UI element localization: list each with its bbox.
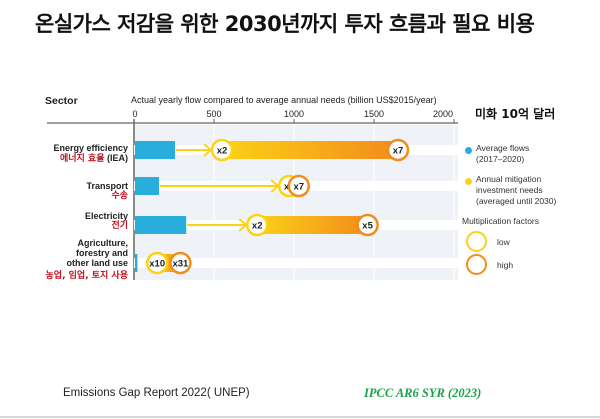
low-factor-ring (245, 213, 269, 237)
row-label-electricity: Electricity 전기 (85, 211, 128, 231)
row-label-suffix: (IEA) (107, 153, 128, 163)
low-factor-ring (210, 138, 234, 162)
x-tick-label: 0 (132, 109, 137, 119)
row-label-en-line: forestry and (75, 248, 128, 258)
high-factor-ring (356, 213, 379, 237)
x-tick-label: 1000 (284, 109, 304, 119)
chart-row: x2 x7 (134, 138, 458, 162)
flow-bar (135, 254, 138, 272)
low-factor-label: x2 (252, 221, 263, 232)
flow-bar (135, 141, 175, 159)
legend-flows-dot (465, 147, 472, 154)
need-bar (222, 141, 398, 159)
need-bar (257, 216, 368, 234)
sector-header: Sector (45, 95, 78, 107)
row-label-kr: 전기 (111, 221, 128, 231)
legend-flows-line: Average flows (476, 143, 530, 153)
row-label-kr: 수송 (111, 191, 128, 201)
x-tick-label: 1500 (364, 109, 384, 119)
row-label-en: Transport (86, 181, 128, 191)
row-label-en-line: Agriculture, (77, 238, 128, 248)
high-factor-ring (386, 138, 410, 162)
high-factor-label: x5 (362, 221, 373, 232)
legend-needs: Annual mitigation investment needs (aver… (476, 174, 556, 207)
legend-needs-line: Annual mitigation (476, 174, 542, 184)
legend-flows-line: (2017–2020) (476, 154, 525, 164)
legend-needs-line: investment needs (476, 185, 543, 195)
legend-high-label: high (497, 260, 514, 270)
row-label-kr: 농업, 임업, 토지 사용 (45, 271, 128, 281)
row-label-kr: 에너지 효율 (59, 154, 105, 164)
row-label-transport: Transport 수송 (86, 181, 128, 201)
row-label-agriculture: Agriculture, forestry and other land use… (46, 238, 128, 281)
row-track (134, 258, 458, 268)
legend-high-ring-icon (466, 254, 487, 275)
legend-factors-title: Multiplication factors (462, 216, 540, 226)
chart-row: x2 x5 (134, 213, 458, 237)
unit-label-korean: 미화 10억 달러 (475, 107, 556, 121)
row-label-energy-efficiency: Energy efficiency 에너지 효율 (IEA) (53, 143, 128, 164)
x-tick-label: 500 (206, 109, 221, 119)
row-label-en: Electricity (84, 211, 128, 221)
low-factor-label: x10 (149, 259, 165, 270)
x-tick-label: 2000 (433, 109, 453, 119)
source-right: IPCC AR6 SYR (2023) (364, 386, 482, 400)
chart-row: x10 x31 (134, 251, 458, 275)
high-factor-label: x7 (393, 146, 404, 157)
legend-needs-dot (465, 178, 472, 185)
legend-low-label: low (497, 237, 510, 247)
source-left: Emissions Gap Report 2022( UNEP) (63, 387, 250, 399)
legend-low-ring-icon (466, 231, 487, 252)
page-title: 온실가스 저감을 위한 2030년까지 투자 흐름과 필요 비용 (35, 12, 535, 36)
bottom-divider (0, 416, 600, 418)
high-factor-label: x7 (294, 182, 305, 193)
flow-bar (135, 177, 159, 195)
low-factor-label: x2 (217, 146, 228, 157)
row-label-en-line: other land use (66, 258, 128, 268)
flow-bar (135, 216, 187, 234)
legend-flows: Average flows (2017–2020) (476, 143, 529, 165)
high-factor-ring (287, 174, 311, 198)
row-label-en: Energy efficiency (53, 143, 128, 153)
low-factor-ring (145, 251, 169, 275)
high-factor-ring (169, 251, 192, 275)
legend-needs-line: (averaged until 2030) (476, 196, 557, 206)
high-factor-label: x31 (172, 259, 189, 270)
x-axis-title: Actual yearly flow compared to average a… (131, 95, 437, 105)
